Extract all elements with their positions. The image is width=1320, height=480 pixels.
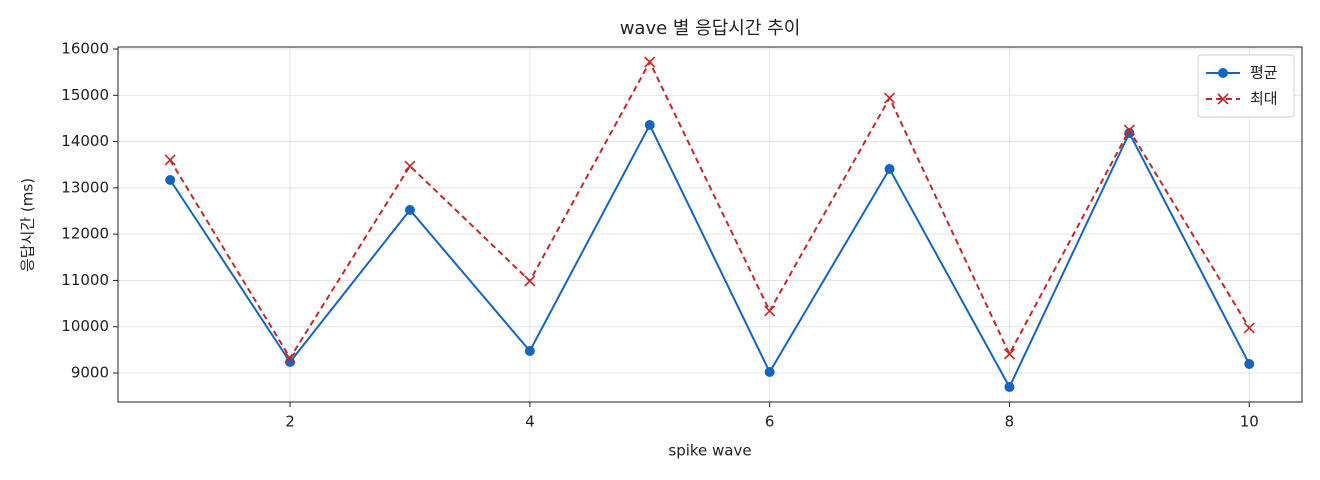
plot-frame — [117, 46, 1303, 403]
y-tick-label: 11000 — [61, 271, 109, 289]
marker — [165, 174, 176, 185]
legend-box — [1197, 54, 1295, 118]
marker — [1244, 358, 1255, 369]
legend-label: 평균 — [1250, 64, 1278, 82]
y-tick-label: 13000 — [61, 178, 109, 196]
y-tick-label: 12000 — [61, 225, 109, 243]
marker — [404, 204, 415, 215]
series-line — [169, 122, 1251, 390]
marker — [1218, 68, 1228, 78]
marker — [644, 56, 656, 68]
marker — [1004, 382, 1015, 393]
x-tick-label: 6 — [765, 413, 775, 431]
x-tick-label: 2 — [285, 413, 295, 431]
y-tick-label: 10000 — [61, 317, 109, 335]
y-tick-label: 14000 — [61, 132, 109, 150]
marker — [644, 119, 655, 130]
marker — [524, 345, 535, 356]
marker — [1217, 93, 1229, 105]
x-tick-label: 4 — [525, 413, 535, 431]
series-line — [169, 59, 1251, 360]
marker — [764, 305, 776, 317]
marker — [1123, 124, 1135, 136]
y-tick-label: 9000 — [71, 364, 109, 382]
marker — [164, 154, 176, 166]
marker — [524, 275, 536, 287]
marker — [884, 163, 895, 174]
marker — [284, 352, 296, 364]
legend-label: 최대 — [1250, 90, 1278, 108]
marker — [764, 367, 775, 378]
x-axis-label: spike wave — [668, 442, 751, 460]
marker — [1003, 348, 1016, 360]
y-axis-label: 응답시간 (ms) — [19, 178, 37, 272]
x-tick-label: 10 — [1240, 413, 1259, 431]
marker — [883, 92, 896, 104]
y-tick-label: 15000 — [61, 86, 109, 104]
chart-title: wave 별 응답시간 추이 — [620, 18, 801, 39]
y-tick-label: 16000 — [61, 39, 109, 57]
marker — [1243, 322, 1255, 334]
marker — [404, 160, 416, 172]
x-tick-label: 8 — [1005, 413, 1015, 431]
